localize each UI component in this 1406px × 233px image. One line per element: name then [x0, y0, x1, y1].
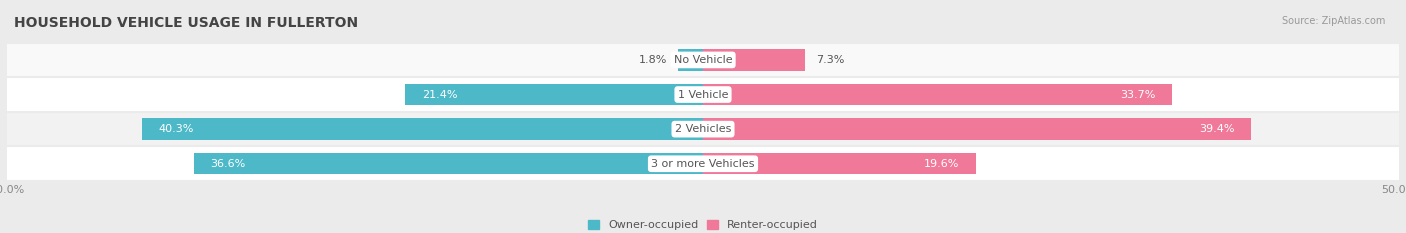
Bar [703, 84, 1173, 105]
Text: 33.7%: 33.7% [1121, 89, 1156, 99]
Bar [703, 49, 804, 71]
Text: 19.6%: 19.6% [924, 159, 959, 169]
Text: 39.4%: 39.4% [1199, 124, 1234, 134]
Text: 36.6%: 36.6% [211, 159, 246, 169]
Text: Source: ZipAtlas.com: Source: ZipAtlas.com [1281, 16, 1385, 26]
Text: 7.3%: 7.3% [815, 55, 844, 65]
Bar [7, 77, 1399, 112]
Bar [7, 147, 1399, 181]
Bar [703, 153, 976, 175]
Text: HOUSEHOLD VEHICLE USAGE IN FULLERTON: HOUSEHOLD VEHICLE USAGE IN FULLERTON [14, 16, 359, 30]
Bar [703, 118, 1251, 140]
Text: 21.4%: 21.4% [422, 89, 457, 99]
Text: 1 Vehicle: 1 Vehicle [678, 89, 728, 99]
Bar [142, 118, 703, 140]
Text: No Vehicle: No Vehicle [673, 55, 733, 65]
Legend: Owner-occupied, Renter-occupied: Owner-occupied, Renter-occupied [583, 216, 823, 233]
Bar [7, 112, 1399, 147]
Text: 3 or more Vehicles: 3 or more Vehicles [651, 159, 755, 169]
Bar [405, 84, 703, 105]
Bar [7, 43, 1399, 77]
Text: 40.3%: 40.3% [159, 124, 194, 134]
Bar [678, 49, 703, 71]
Text: 2 Vehicles: 2 Vehicles [675, 124, 731, 134]
Text: 1.8%: 1.8% [638, 55, 666, 65]
Bar [194, 153, 703, 175]
